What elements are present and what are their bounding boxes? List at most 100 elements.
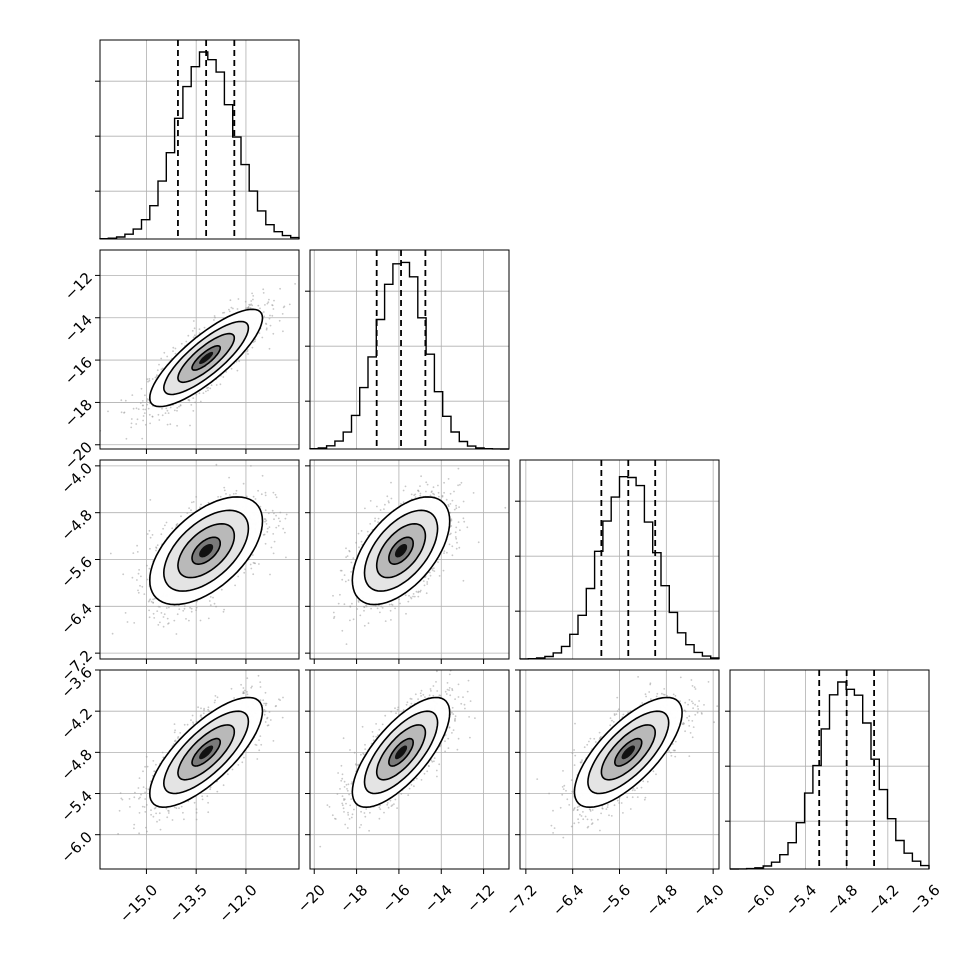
sample-point [458,506,460,508]
sample-point [272,491,275,494]
sample-point [207,501,210,504]
sample-point [459,529,461,532]
sample-point [219,495,222,498]
sample-point [155,763,157,766]
sample-point [192,410,195,412]
sample-point [425,490,427,493]
sample-point [212,596,214,599]
sample-point [279,511,282,514]
sample-point [148,379,151,382]
sample-point [273,299,275,302]
sample-point [165,607,168,609]
sample-point [237,575,240,578]
sample-point [160,368,163,371]
sample-point [384,620,387,622]
sample-point [109,552,112,555]
sample-point [376,607,379,610]
sample-point [192,723,195,725]
sample-point [274,493,277,496]
sample-point [377,517,380,520]
sample-point [189,606,192,609]
sample-point [258,563,260,565]
grid-lines [310,250,509,449]
sample-point [209,604,212,606]
sample-point [339,569,342,572]
sample-point [176,407,179,409]
sample-point [146,378,149,381]
sample-point [156,374,158,377]
sample-point [223,486,226,489]
sample-point [142,408,145,411]
sample-point [413,595,416,598]
sample-point [243,571,246,574]
sample-point [399,602,401,605]
sample-point [209,387,212,390]
sample-point [131,576,134,579]
sample-point [356,608,359,610]
sample-point [477,541,480,544]
sample-point [250,465,252,467]
hist-panel-0 [95,39,300,240]
sample-point [277,517,280,520]
sample-point [107,410,109,413]
sample-point [267,512,270,515]
sample-point [345,643,348,645]
sample-point [230,367,233,370]
sample-point [125,437,128,440]
sample-point [173,409,176,412]
sample-point [193,801,196,804]
sample-point [183,607,186,610]
sample-point [419,494,422,497]
sample-point [130,426,133,429]
sample-point [187,399,190,401]
sample-point [451,554,454,557]
sample-point [143,806,146,808]
histogram-step [309,261,509,450]
sample-point [178,405,180,408]
sample-point [143,593,146,595]
sample-point [431,569,434,572]
sample-point [244,300,247,303]
sample-point [207,811,210,814]
sample-point [209,786,212,789]
sample-point [345,556,347,559]
sample-point [417,591,420,594]
sample-point [135,423,138,425]
sample-point [451,545,454,548]
sample-point [192,501,195,503]
sample-point [388,603,391,606]
sample-point [251,292,254,295]
sample-point [272,308,275,310]
sample-point [190,607,193,610]
sample-point [423,584,426,587]
sample-point [198,392,201,395]
sample-point [258,749,261,752]
sample-point [152,612,155,615]
sample-point [426,581,429,583]
sample-point [195,818,198,821]
sample-point [432,492,434,495]
sample-point [165,407,168,410]
sample-point [449,503,452,505]
sample-point [159,621,161,624]
sample-point [453,508,456,511]
sample-point [376,505,378,508]
sample-point [458,546,461,549]
sample-point [351,602,353,605]
sample-point [282,330,284,333]
sample-point [279,520,281,523]
sample-point [386,495,389,498]
sample-point [124,399,127,402]
sample-point [405,612,407,615]
sample-point [243,689,246,692]
sample-point [174,347,177,350]
sample-point [250,567,253,570]
sample-point [428,571,431,574]
sample-point [284,517,287,520]
sample-point [246,350,249,353]
sample-point [200,716,203,719]
sample-point [407,600,410,603]
sample-point [419,485,421,487]
sample-point [130,422,133,425]
sample-point [166,409,169,412]
